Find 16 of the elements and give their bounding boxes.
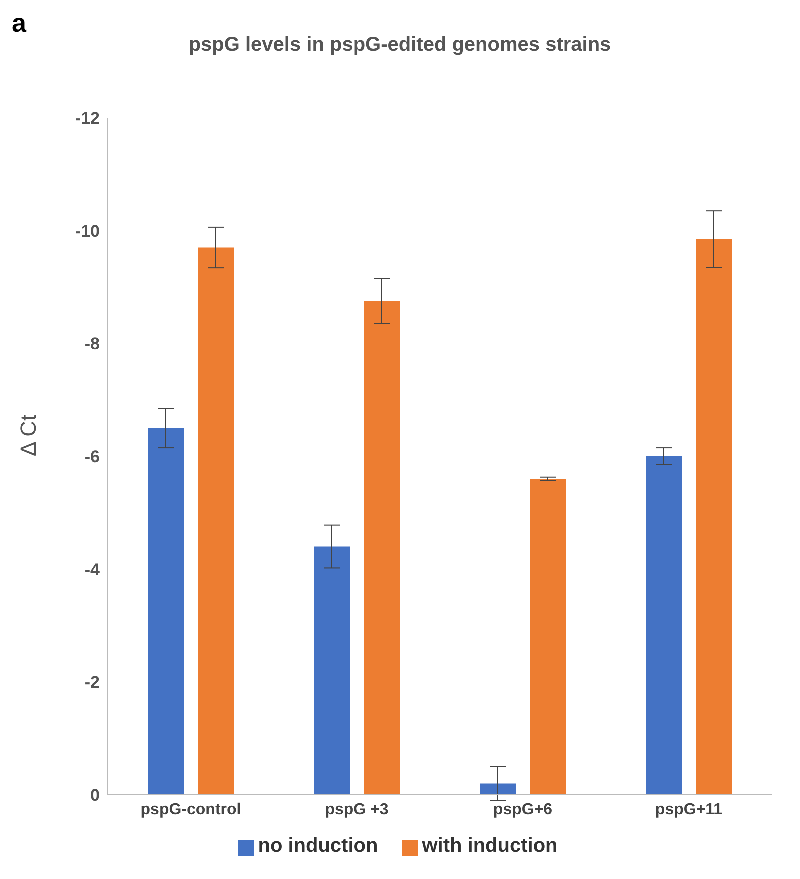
y-axis-title: Δ Ct xyxy=(16,414,41,456)
chart-title: pspG levels in pspG-edited genomes strains xyxy=(188,34,612,56)
y-tick-label: -10 xyxy=(75,222,100,241)
text: a xyxy=(12,8,26,39)
x-tick-label: pspG+11 xyxy=(655,801,723,818)
y-tick-label: -6 xyxy=(84,448,100,467)
y-tick-label: -4 xyxy=(84,560,101,580)
y-tick-label: -12 xyxy=(75,109,100,128)
y-tick-label: -2 xyxy=(84,673,100,692)
x-tick-label: pspG-control xyxy=(140,801,242,818)
legend-label: with induction xyxy=(422,835,558,857)
y-tick-label: -8 xyxy=(84,334,100,354)
y-tick-label: 0 xyxy=(90,786,100,806)
x-tick-label: pspG+6 xyxy=(493,801,553,818)
legend-label: no induction xyxy=(258,835,378,857)
x-tick-label: pspG +3 xyxy=(325,801,389,818)
